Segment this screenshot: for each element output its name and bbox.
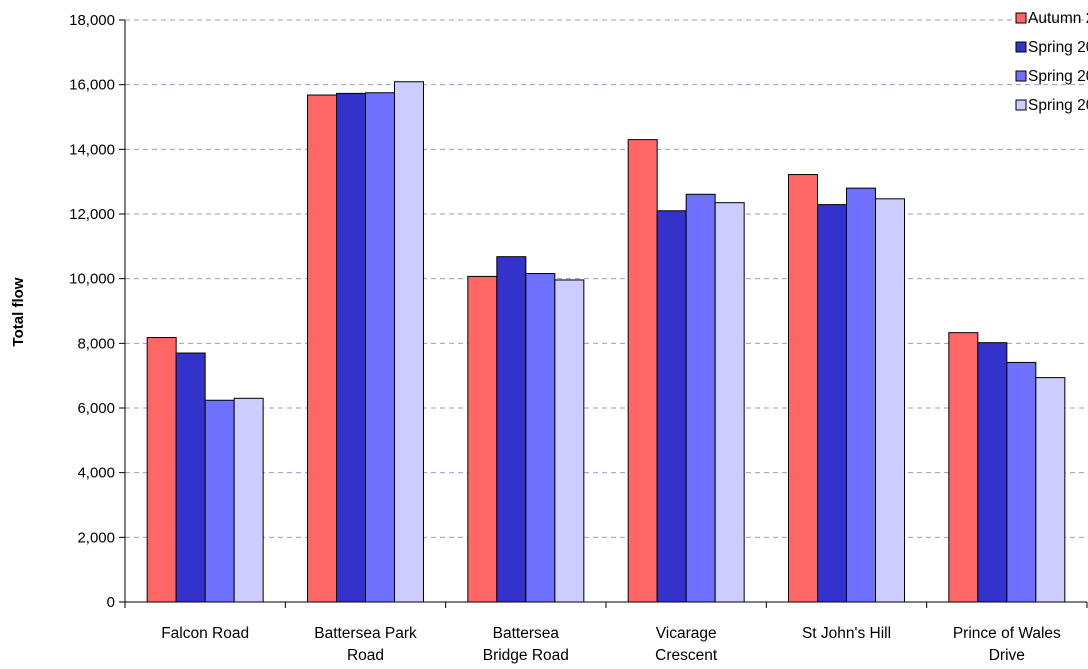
y-tick-label: 12,000 [69, 206, 115, 223]
x-category-label: Battersea Park Road [314, 625, 417, 664]
x-category-label: Prince of Wales Drive [953, 625, 1061, 664]
legend-label: Spring 2005 [1028, 97, 1088, 114]
gridlines [125, 19, 1087, 538]
y-tick-label: 18,000 [69, 12, 115, 29]
bar [233, 397, 264, 603]
bar [394, 81, 424, 603]
bar [846, 187, 876, 603]
y-tick-label: 14,000 [69, 141, 115, 158]
bars [146, 81, 1066, 603]
legend-swatch [1015, 70, 1027, 82]
bar [525, 272, 556, 603]
y-tick-label: 0 [107, 594, 115, 611]
legend-swatch [1015, 99, 1027, 111]
y-tick-label: 10,000 [69, 271, 115, 288]
bar [554, 279, 585, 603]
y-tick-labels: 0 2,000 4,000 6,000 8,000 10,000 12,000 14,000 1… [69, 12, 115, 611]
bar [788, 174, 818, 603]
legend-label: Spring 2004 [1028, 68, 1088, 85]
axes [119, 19, 1088, 608]
bar [365, 92, 395, 603]
y-tick-label: 16,000 [69, 77, 115, 94]
bar [817, 204, 847, 603]
bar [1035, 377, 1066, 603]
bar [875, 198, 905, 603]
bar [496, 256, 527, 603]
bar [467, 275, 498, 603]
bar [627, 139, 658, 603]
y-tick-label: 6,000 [77, 400, 115, 417]
bar [948, 332, 979, 603]
legend: Autumn 2002 Spring 2003 Spring 2004 Spring … [1015, 10, 1088, 114]
bar [175, 352, 206, 603]
y-axis-title: Total flow [10, 277, 27, 346]
legend-swatch [1015, 41, 1027, 53]
legend-label: Spring 2003 [1028, 39, 1088, 56]
bar [146, 337, 177, 603]
y-tick-label: 8,000 [77, 335, 115, 352]
bar [714, 202, 745, 603]
bar [977, 342, 1008, 603]
x-category-label: Falcon Road [161, 625, 249, 642]
legend-label: Autumn 2002 [1028, 10, 1088, 27]
legend-swatch [1015, 12, 1027, 24]
bar [307, 94, 337, 603]
bar [204, 399, 235, 603]
bar [1006, 361, 1037, 603]
bar [336, 92, 366, 603]
y-tick-label: 4,000 [77, 465, 115, 482]
x-category-label: Vicarage Crescent [655, 625, 718, 664]
y-tick-label: 2,000 [77, 529, 115, 546]
bar [656, 210, 687, 603]
bar [685, 193, 716, 603]
x-category-labels: Falcon Road Battersea Park Road Battersea Br… [161, 625, 1061, 664]
x-category-label: St John's Hill [802, 625, 891, 642]
x-category-label: Battersea Bridge Road [483, 625, 569, 664]
